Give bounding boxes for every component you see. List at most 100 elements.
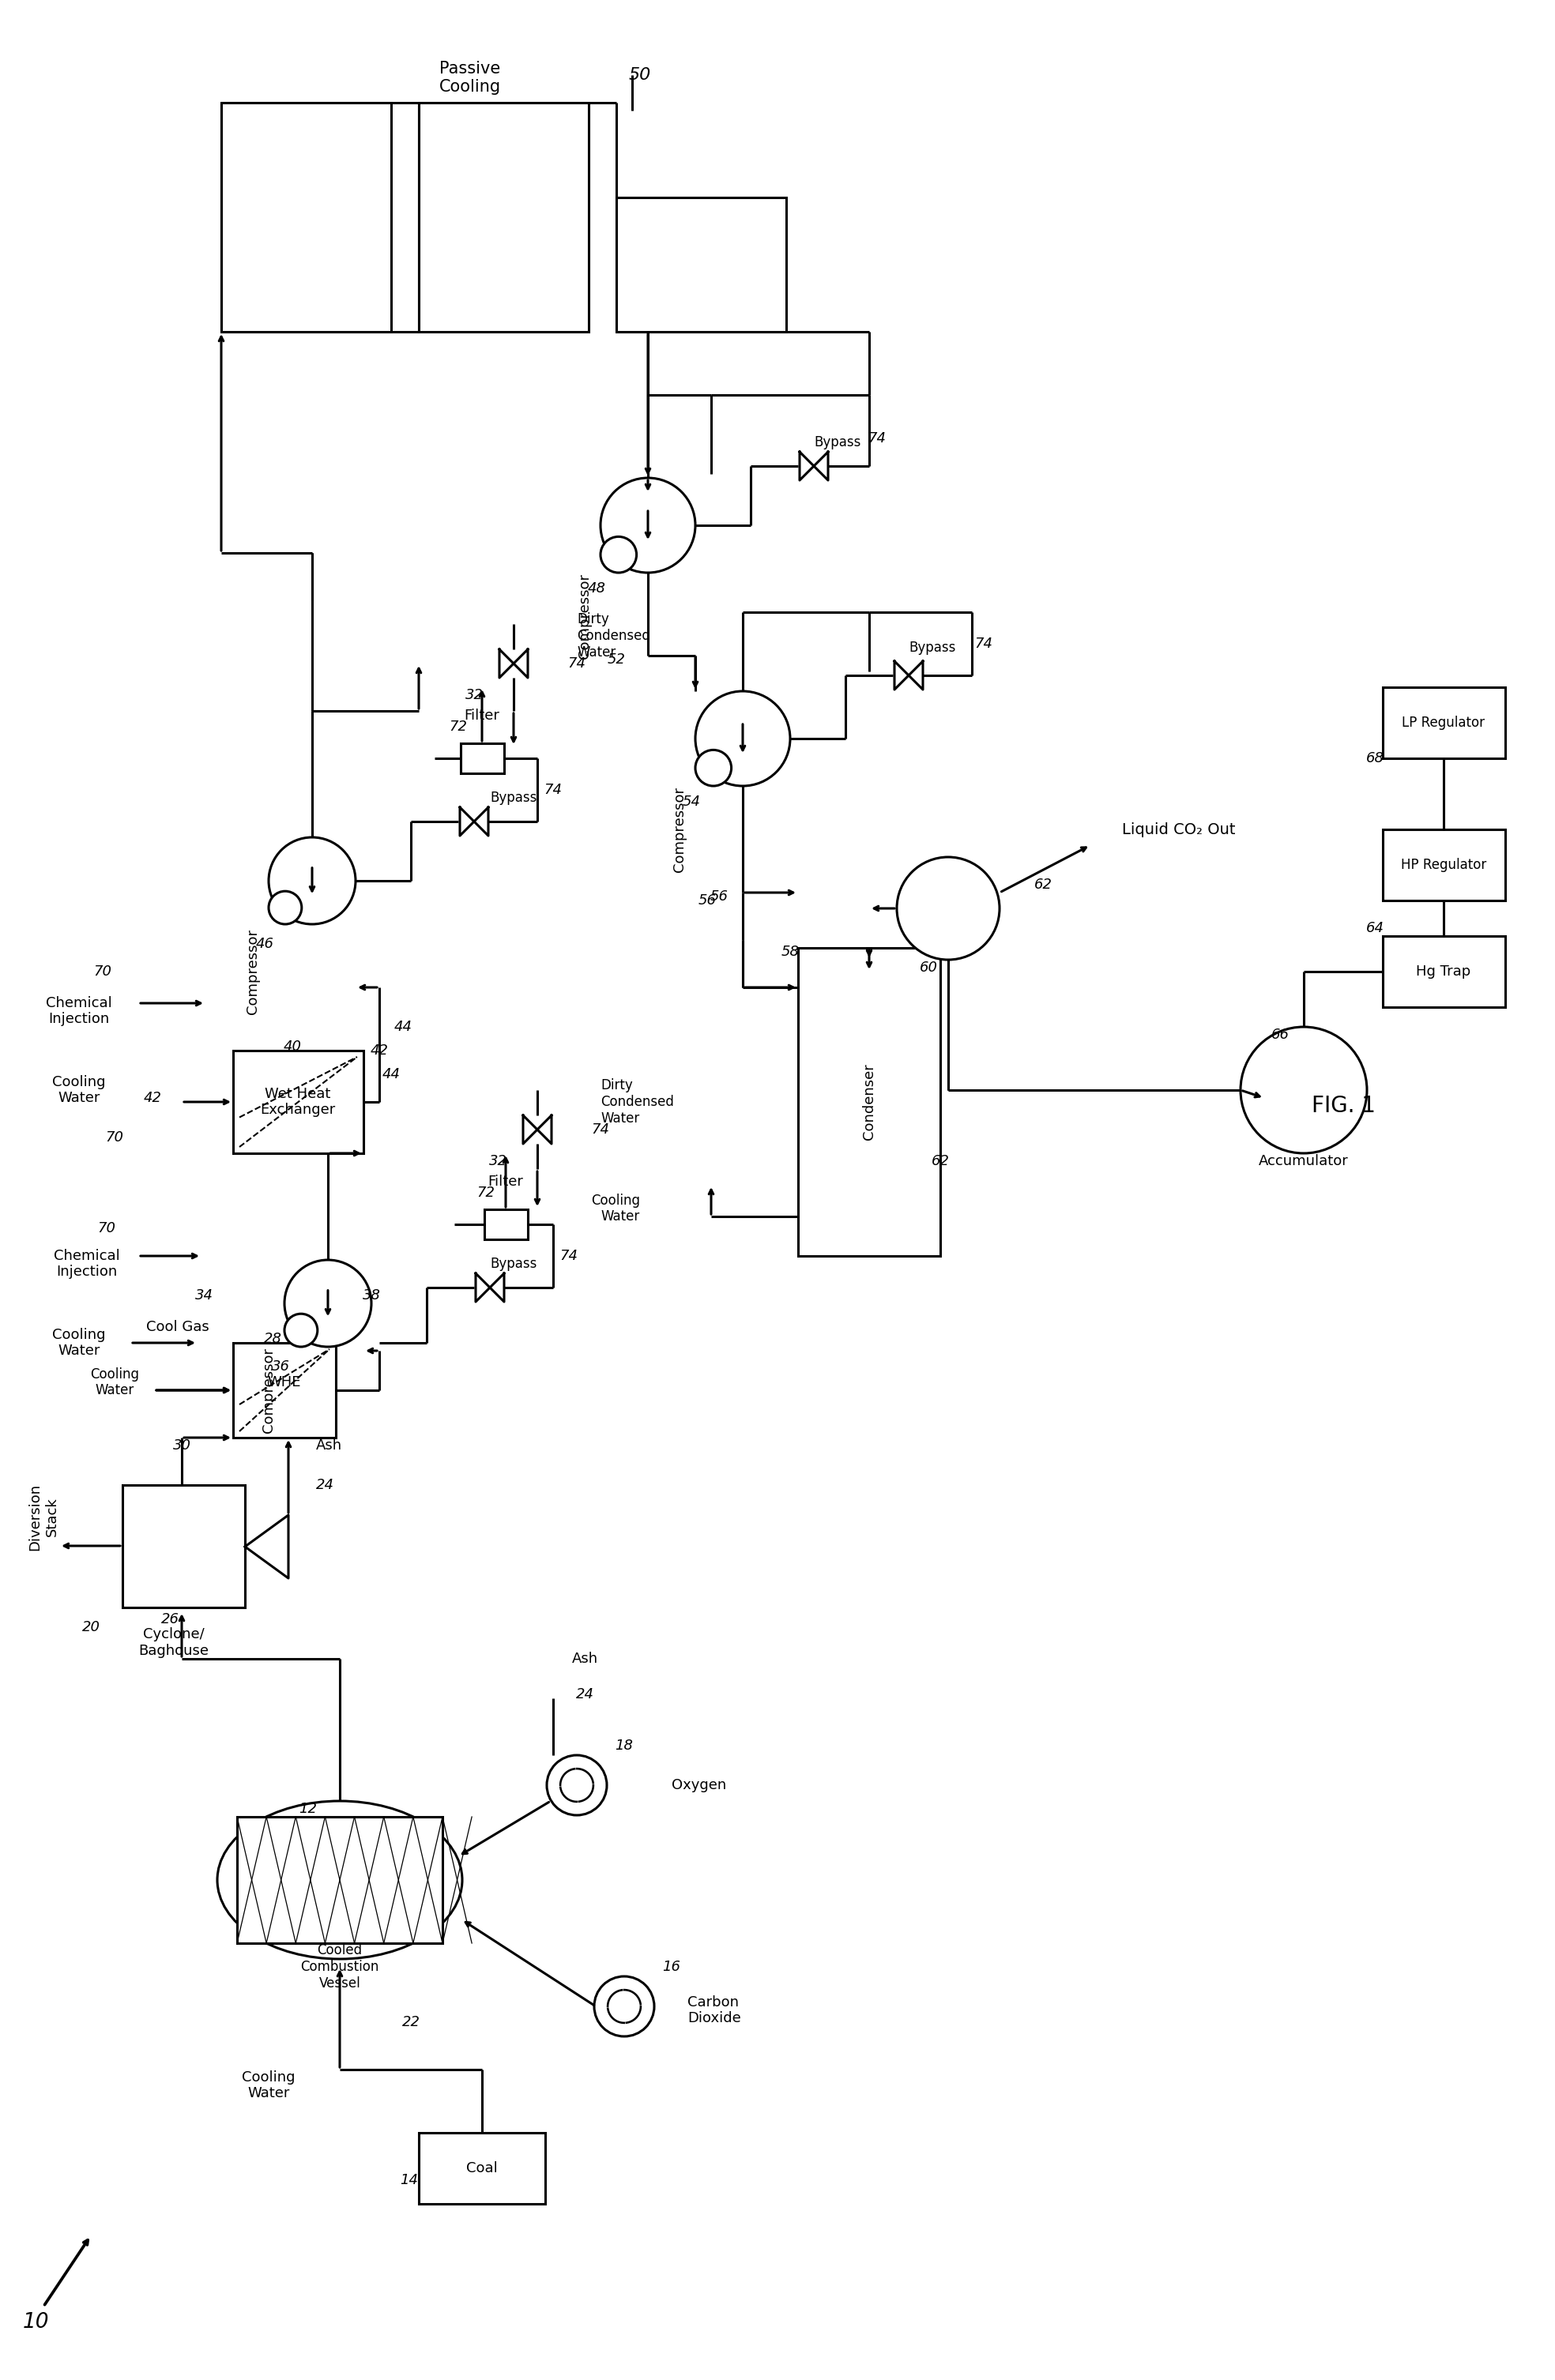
Bar (221, 102, 392, 331)
Text: Coal: Coal (466, 2161, 498, 2175)
Bar (233, 1342, 336, 1438)
Text: 26: 26 (160, 1611, 179, 1626)
Text: 42: 42 (370, 1042, 389, 1057)
Text: Cooling
Water: Cooling Water (90, 1366, 138, 1397)
Polygon shape (490, 1273, 504, 1302)
Text: 46: 46 (255, 938, 274, 952)
Text: 24: 24 (575, 1687, 594, 1702)
Polygon shape (460, 807, 474, 835)
Text: 14: 14 (400, 2173, 418, 2187)
Text: 22: 22 (401, 2016, 420, 2030)
Bar (233, 1050, 364, 1154)
Circle shape (897, 857, 1000, 959)
Text: Filter: Filter (488, 1176, 524, 1190)
Circle shape (269, 838, 356, 923)
Text: 32: 32 (465, 688, 484, 702)
Text: 50: 50 (628, 67, 652, 83)
Polygon shape (522, 1116, 538, 1145)
Text: Cooling
Water: Cooling Water (243, 2071, 295, 2102)
Circle shape (600, 478, 695, 574)
Text: Passive
Cooling: Passive Cooling (439, 60, 501, 95)
Text: Compressor: Compressor (672, 788, 687, 871)
Text: Wet Heat
Exchanger: Wet Heat Exchanger (260, 1088, 336, 1116)
Text: 74: 74 (975, 638, 992, 650)
Text: 74: 74 (544, 783, 563, 797)
Polygon shape (813, 452, 829, 481)
Text: 32: 32 (488, 1154, 507, 1169)
Text: Filter: Filter (465, 709, 499, 724)
Text: Bypass: Bypass (910, 640, 956, 655)
Text: Chemical
Injection: Chemical Injection (54, 1250, 120, 1278)
Bar (484, 1209, 527, 1240)
Text: 70: 70 (98, 1221, 115, 1235)
Polygon shape (499, 650, 513, 678)
Text: HP Regulator: HP Regulator (1401, 857, 1487, 871)
Text: 44: 44 (383, 1066, 400, 1081)
Circle shape (594, 1975, 655, 2037)
Text: WHE: WHE (267, 1376, 302, 1390)
Text: 56: 56 (698, 892, 717, 907)
Bar (1382, 688, 1505, 759)
Circle shape (695, 690, 790, 785)
Text: 36: 36 (272, 1359, 289, 1373)
Text: Cooling
Water: Cooling Water (591, 1192, 641, 1223)
Bar (418, 102, 589, 331)
Text: Cooled
Combustion
Vessel: Cooled Combustion Vessel (300, 1944, 379, 1990)
Circle shape (1241, 1026, 1367, 1154)
Polygon shape (476, 1273, 490, 1302)
Text: 74: 74 (568, 657, 586, 671)
Polygon shape (246, 1516, 288, 1578)
Circle shape (600, 536, 636, 574)
Text: 60: 60 (919, 962, 938, 976)
Text: 70: 70 (106, 1130, 124, 1145)
Text: 74: 74 (868, 431, 886, 445)
Text: 10: 10 (22, 2311, 48, 2332)
Text: 18: 18 (616, 1740, 633, 1752)
Text: 40: 40 (283, 1040, 302, 1054)
Text: 62: 62 (1034, 878, 1053, 892)
Text: 34: 34 (196, 1288, 213, 1302)
Text: Accumulator: Accumulator (1260, 1154, 1348, 1169)
Text: 52: 52 (606, 652, 625, 666)
Text: Condenser: Condenser (861, 1064, 877, 1140)
Text: Compressor: Compressor (577, 574, 592, 659)
Text: 70: 70 (93, 964, 112, 978)
Text: Compressor: Compressor (261, 1347, 275, 1433)
Text: 64: 64 (1365, 921, 1384, 935)
Polygon shape (538, 1116, 552, 1145)
Text: 62: 62 (931, 1154, 950, 1169)
Circle shape (285, 1314, 317, 1347)
Text: 12: 12 (299, 1802, 317, 1816)
Text: 74: 74 (560, 1250, 578, 1264)
Text: 30: 30 (173, 1438, 191, 1452)
Bar (616, 198, 787, 331)
Polygon shape (799, 452, 813, 481)
Polygon shape (908, 662, 922, 690)
Text: Dirty
Condensed
Water: Dirty Condensed Water (577, 612, 650, 659)
Text: 72: 72 (477, 1185, 494, 1200)
Bar (460, 743, 504, 774)
Text: Dirty
Condensed
Water: Dirty Condensed Water (600, 1078, 673, 1126)
Ellipse shape (218, 1802, 462, 1959)
Text: Compressor: Compressor (246, 928, 260, 1014)
Text: 66: 66 (1270, 1028, 1289, 1042)
Polygon shape (894, 662, 908, 690)
Circle shape (695, 750, 731, 785)
Text: Cyclone/
Baghouse: Cyclone/ Baghouse (138, 1628, 208, 1659)
Circle shape (285, 1259, 372, 1347)
Text: 20: 20 (82, 1621, 100, 1635)
Text: Ash: Ash (572, 1652, 597, 1666)
Polygon shape (513, 650, 527, 678)
Text: 24: 24 (316, 1478, 334, 1492)
Bar (123, 1485, 246, 1607)
Text: LP Regulator: LP Regulator (1403, 716, 1485, 731)
Circle shape (547, 1754, 606, 1816)
Text: Cool Gas: Cool Gas (146, 1321, 210, 1335)
Text: Chemical
Injection: Chemical Injection (47, 995, 112, 1026)
Bar (798, 947, 941, 1257)
Text: Bypass: Bypass (815, 436, 861, 450)
Text: Bypass: Bypass (490, 790, 536, 804)
Text: Diversion
Stack: Diversion Stack (28, 1483, 59, 1549)
Text: Cooling
Water: Cooling Water (53, 1328, 106, 1359)
Text: 68: 68 (1365, 752, 1384, 766)
